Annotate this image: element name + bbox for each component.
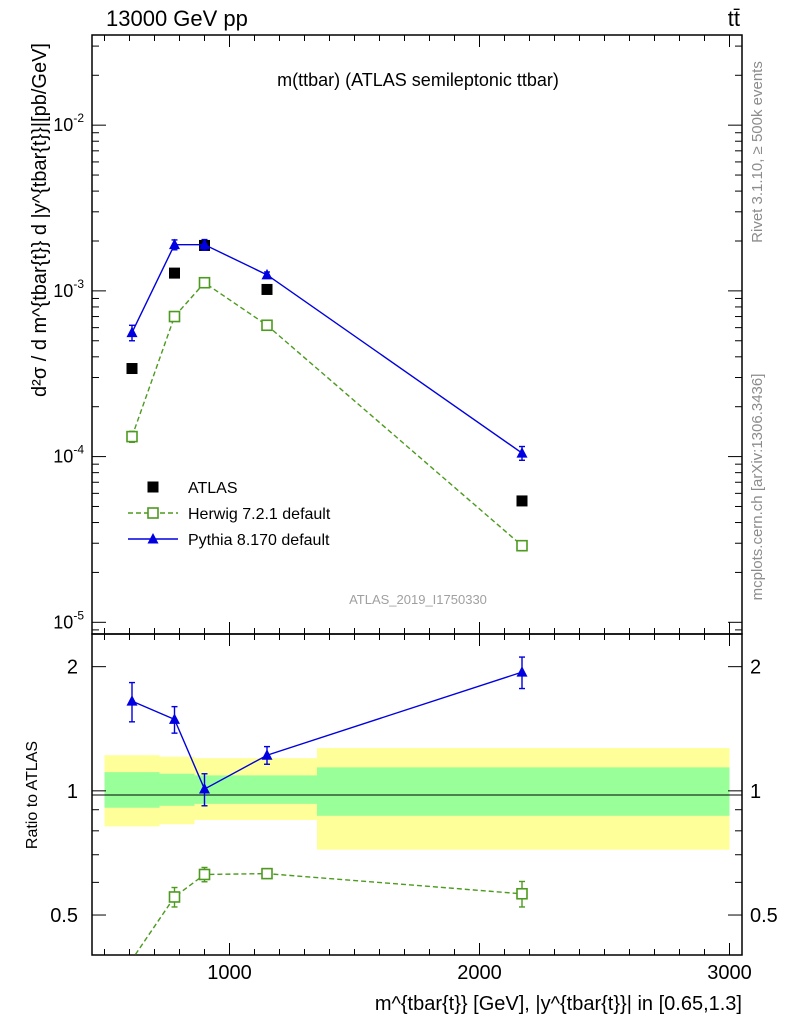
ratio-y-tick-label: 1 bbox=[67, 781, 78, 803]
atlas-point bbox=[169, 267, 180, 279]
plot-title: m(ttbar) (ATLAS semileptonic ttbar) bbox=[277, 70, 559, 90]
legend-label-pythia: Pythia 8.170 default bbox=[188, 532, 330, 549]
legend-marker-atlas bbox=[147, 481, 159, 493]
main-plot-series bbox=[126, 238, 528, 552]
pythia-point bbox=[199, 238, 210, 250]
x-tick-label: 3000 bbox=[707, 962, 752, 984]
pythia-point bbox=[169, 238, 180, 250]
pythia-point bbox=[516, 447, 528, 458]
y-tick-label: 10-5 bbox=[53, 608, 84, 632]
ratio-y-axis-label: Ratio to ATLAS bbox=[24, 741, 41, 849]
y-axis-label: d²σ / d m^{tbar{t}} d |y^{tbar{t}}|[pb/G… bbox=[29, 43, 51, 397]
x-axis-label: m^{tbar{t}} [GeV], |y^{tbar{t}}| in [0.6… bbox=[375, 993, 742, 1015]
main-plot-frame bbox=[91, 34, 743, 635]
pythia-point bbox=[261, 268, 273, 280]
pythia-ratio-point bbox=[516, 666, 528, 677]
herwig-ratio-line bbox=[134, 872, 523, 955]
herwig-point bbox=[198, 276, 211, 289]
herwig-ratio-point bbox=[261, 867, 273, 880]
herwig-ratio-point bbox=[198, 868, 211, 881]
main-plot-ticks: 10-5 10-4 10-3 10-2 bbox=[53, 35, 742, 634]
ratio-plot-series bbox=[126, 656, 528, 955]
y-tick-label: 10-3 bbox=[53, 277, 84, 301]
main-plot-panel: 10-5 10-4 10-3 10-2 m(ttbar) (ATLAS semilep… bbox=[29, 34, 743, 635]
herwig-point bbox=[126, 430, 138, 443]
herwig-ratio-point bbox=[168, 891, 181, 903]
x-tick-label: 1000 bbox=[207, 962, 252, 984]
x-tick-label: 2000 bbox=[457, 962, 502, 984]
herwig-point bbox=[168, 310, 181, 323]
pythia-point bbox=[126, 326, 138, 338]
stat-uncertainty-band bbox=[194, 775, 317, 804]
stat-uncertainty-band bbox=[317, 767, 730, 816]
uncertainty-bands bbox=[104, 748, 730, 850]
ratio-plot-panel: 1000 2000 3000 0.5 0.5 1 1 2 2 Ratio to ATLAS m^… bbox=[24, 633, 778, 1015]
atlas-point bbox=[126, 363, 138, 375]
ratio-y-tick-label-right: 2 bbox=[750, 657, 761, 679]
legend-label-atlas: ATLAS bbox=[188, 480, 238, 497]
pythia-ratio-point bbox=[169, 713, 180, 724]
herwig-point bbox=[516, 539, 528, 552]
process-label: tt̄ bbox=[728, 6, 740, 31]
legend-marker-herwig bbox=[147, 507, 159, 519]
pythia-ratio-point bbox=[261, 749, 273, 760]
ratio-y-tick-label-right: 1 bbox=[750, 781, 761, 803]
ratio-y-tick-label: 0.5 bbox=[50, 905, 78, 927]
legend-label-herwig: Herwig 7.2.1 default bbox=[188, 506, 331, 523]
stat-uncertainty-band bbox=[104, 772, 160, 808]
mcplots-credit-label: mcplots.cern.ch [arXiv:1306.3436] bbox=[749, 374, 766, 601]
ratio-y-tick-label: 2 bbox=[67, 657, 78, 679]
legend: ATLAS Herwig 7.2.1 default Pythia 8.170 de… bbox=[128, 480, 331, 549]
atlas-point bbox=[516, 495, 528, 507]
ratio-plot-ticks: 1000 2000 3000 0.5 0.5 1 1 2 2 bbox=[50, 634, 778, 984]
analysis-watermark: ATLAS_2019_I1750330 bbox=[349, 592, 487, 607]
energy-label: 13000 GeV pp bbox=[106, 6, 248, 31]
herwig-ratio-point bbox=[516, 887, 528, 900]
pythia-ratio-point bbox=[126, 695, 138, 706]
rivet-version-label: Rivet 3.1.10, ≥ 500k events bbox=[749, 61, 766, 243]
atlas-point bbox=[261, 283, 273, 295]
stat-uncertainty-band bbox=[159, 773, 195, 806]
y-tick-label: 10-2 bbox=[53, 111, 84, 135]
ratio-y-tick-label-right: 0.5 bbox=[750, 905, 778, 927]
pythia-ratio-point bbox=[199, 783, 210, 794]
herwig-point bbox=[261, 319, 273, 332]
y-tick-label: 10-4 bbox=[53, 443, 84, 467]
legend-marker-pythia bbox=[147, 533, 159, 544]
